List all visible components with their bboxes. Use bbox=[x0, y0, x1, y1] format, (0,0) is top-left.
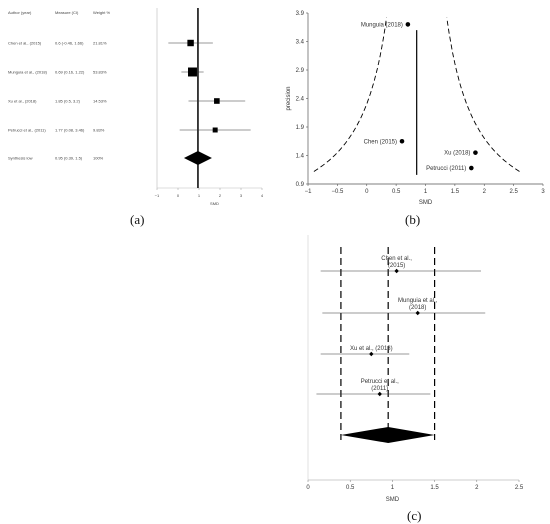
x-tick-label: 1.5 bbox=[430, 485, 439, 491]
study-label: Munguia et al., (2018) bbox=[8, 70, 48, 75]
summary-label: Synthesis low bbox=[8, 156, 33, 161]
study-point-label: Petrucci (2011) bbox=[426, 166, 466, 172]
study-marker bbox=[394, 268, 399, 274]
y-tick-label: 3.9 bbox=[296, 11, 305, 17]
x-tick-label: 1 bbox=[391, 485, 395, 491]
x-tick-label: 4 bbox=[261, 193, 264, 198]
funnel-left-boundary bbox=[313, 17, 387, 172]
x-tick-label: 3 bbox=[541, 189, 545, 195]
x-tick-label: 0.5 bbox=[346, 485, 355, 491]
x-tick-label: 1.5 bbox=[451, 189, 460, 195]
header-weight: Weight % bbox=[93, 10, 110, 15]
study-label: Petrucci et al., (2011) bbox=[8, 128, 46, 133]
x-tick-label: 1 bbox=[424, 189, 428, 195]
study-point-label: Chen (2015) bbox=[364, 139, 397, 145]
study-marker bbox=[377, 391, 382, 397]
x-tick-label: 0 bbox=[177, 193, 180, 198]
study-label: (2015) bbox=[388, 263, 405, 269]
x-axis-label: SMD bbox=[210, 201, 219, 206]
study-marker bbox=[415, 310, 420, 316]
y-axis-label: precision bbox=[286, 86, 292, 110]
x-tick-label: 1 bbox=[198, 193, 201, 198]
study-marker bbox=[187, 39, 194, 47]
study-point bbox=[399, 138, 405, 144]
study-measure: 0.69 (0.16, 1.22) bbox=[55, 70, 85, 75]
study-weight: 9.83% bbox=[93, 128, 105, 133]
study-measure: 1.85 (0.5, 3.2) bbox=[55, 99, 81, 104]
study-marker bbox=[369, 351, 374, 357]
study-label: Petrucci et al., bbox=[361, 379, 399, 385]
study-marker bbox=[188, 67, 197, 77]
x-axis-label: SMD bbox=[419, 200, 433, 206]
x-tick-label: 3 bbox=[240, 193, 243, 198]
study-label: (2011) bbox=[371, 386, 388, 392]
funnel-plot-b-svg: 0.9 1.4 1.9 2.4 2.9 3.4 3.9 −1 −0.5 0 0.5 1 1.5 2 2.5 3… bbox=[286, 11, 545, 206]
y-tick-label: 1.4 bbox=[296, 154, 305, 160]
forest-plot-a: Author (year) Measure (CI) Weight % Chen et… bbox=[0, 0, 270, 206]
study-point bbox=[405, 22, 411, 27]
study-marker bbox=[214, 98, 220, 104]
study-weight: 53.83% bbox=[93, 70, 107, 75]
study-measure: 1.77 (0.08, 3.46) bbox=[55, 128, 85, 133]
funnel-plot-b: 0.9 1.4 1.9 2.4 2.9 3.4 3.9 −1 −0.5 0 0.5 1 1.5 2 2.5 3… bbox=[280, 0, 550, 210]
x-tick-label: 2.5 bbox=[515, 485, 524, 491]
x-tick-label: 0.5 bbox=[392, 189, 401, 195]
funnel-right-boundary bbox=[446, 17, 520, 172]
caption-b: (b) bbox=[405, 212, 421, 227]
x-tick-label: 2 bbox=[483, 189, 487, 195]
header-measure: Measure (CI) bbox=[55, 10, 79, 15]
study-point bbox=[469, 165, 474, 171]
forest-plot-c: Chen et al., (2015) Munguia et al., (2018) X… bbox=[290, 235, 540, 505]
study-label: Chen et al., bbox=[381, 256, 412, 262]
x-tick-label: −1 bbox=[155, 193, 160, 198]
study-label: (2018) bbox=[409, 305, 426, 311]
y-tick-label: 0.9 bbox=[296, 182, 305, 188]
study-point-label: Xu (2018) bbox=[444, 151, 470, 157]
study-point-label: Munguia (2018) bbox=[361, 22, 403, 28]
x-tick-label: 2.5 bbox=[509, 189, 518, 195]
caption-a: (a) bbox=[130, 212, 145, 227]
study-marker bbox=[212, 127, 218, 133]
x-tick-label: −0.5 bbox=[331, 189, 344, 195]
header-author: Author (year) bbox=[8, 10, 32, 15]
summary-diamond bbox=[183, 151, 212, 165]
caption-c: (c) bbox=[407, 508, 422, 523]
forest-plot-a-svg: Author (year) Measure (CI) Weight % Chen et… bbox=[8, 8, 264, 206]
forest-plot-c-svg: Chen et al.,(2015) Munguia et al.,(2018) X… bbox=[306, 235, 524, 503]
study-weight: 21.81% bbox=[93, 41, 107, 46]
summary-diamond bbox=[340, 427, 435, 443]
summary-weight: 100% bbox=[93, 156, 104, 161]
study-point bbox=[473, 150, 478, 155]
y-tick-label: 1.9 bbox=[296, 125, 305, 131]
y-tick-label: 2.4 bbox=[296, 97, 305, 103]
study-label: Munguia et al., bbox=[398, 298, 438, 304]
study-measure: 0.6 (-0.46, 1.66) bbox=[55, 41, 84, 46]
study-label: Xu et al., (2018) bbox=[8, 99, 37, 104]
summary-measure: 0.95 (0.39, 1.5) bbox=[55, 156, 83, 161]
x-tick-label: 0 bbox=[306, 485, 310, 491]
y-tick-label: 3.4 bbox=[296, 40, 305, 46]
study-label: Xu et al., (2018) bbox=[350, 346, 393, 352]
x-tick-label: −1 bbox=[305, 189, 313, 195]
study-label: Chen et al., (2015) bbox=[8, 41, 42, 46]
x-axis-label: SMD bbox=[386, 497, 400, 503]
study-weight: 14.53% bbox=[93, 99, 107, 104]
x-tick-label: 0 bbox=[365, 189, 369, 195]
x-tick-label: 2 bbox=[219, 193, 222, 198]
x-tick-label: 2 bbox=[475, 485, 479, 491]
y-tick-label: 2.9 bbox=[296, 68, 305, 74]
